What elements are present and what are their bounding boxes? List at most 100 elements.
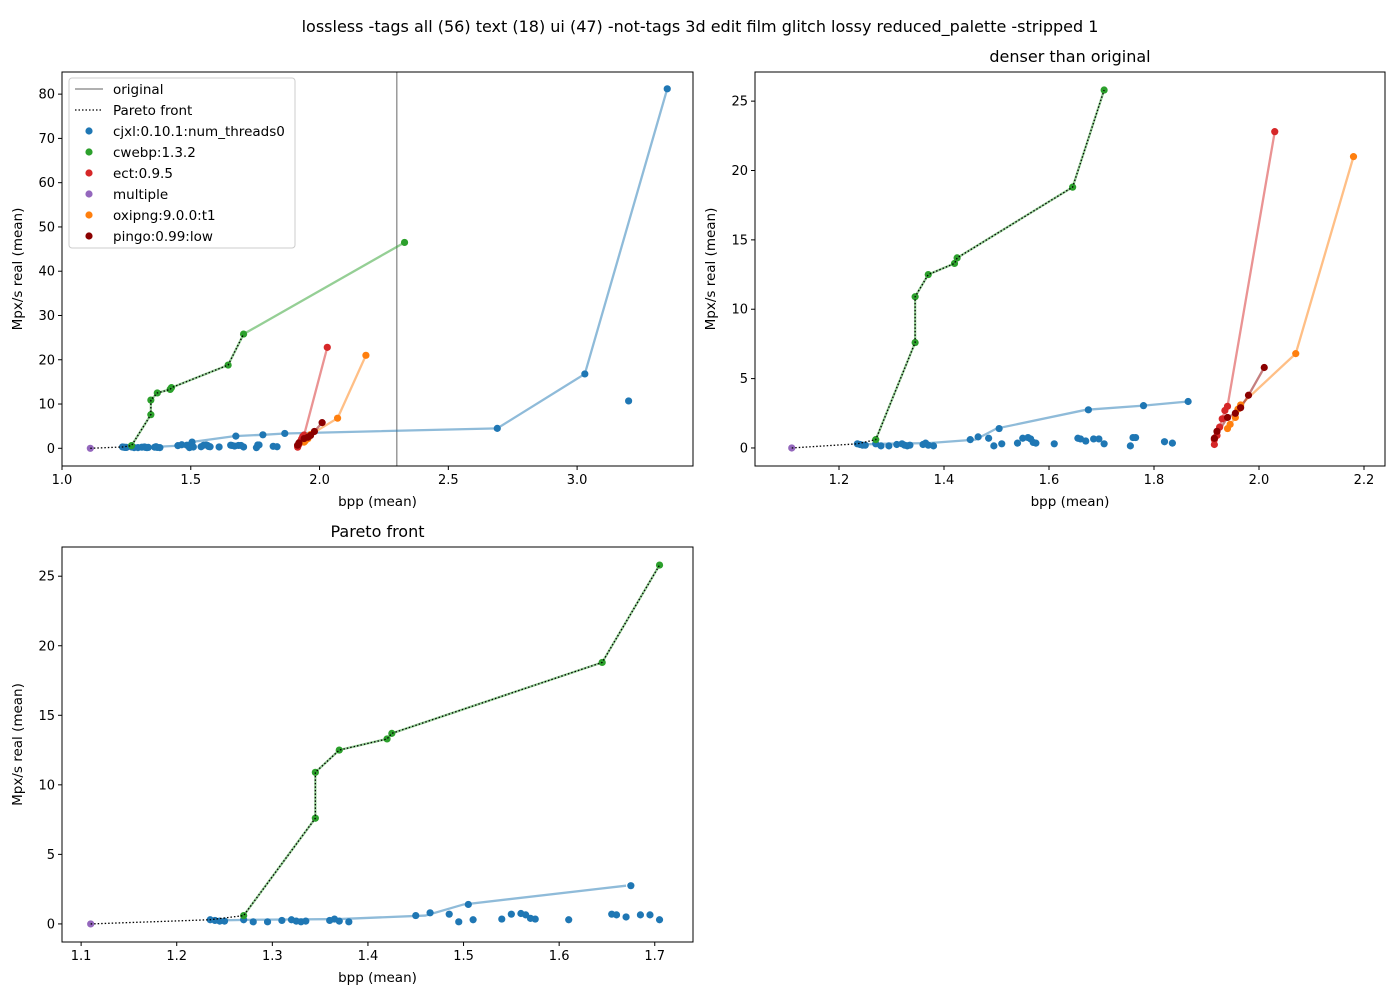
data-point-cjxl xyxy=(1139,402,1148,410)
data-point-cwebp xyxy=(655,561,664,569)
data-point-cjxl xyxy=(507,910,515,918)
data-point-cjxl xyxy=(273,443,281,451)
data-point-pingo xyxy=(310,427,318,436)
legend-box xyxy=(68,77,296,249)
axes-frame xyxy=(754,71,1386,467)
data-point-cjxl xyxy=(335,917,343,925)
axes-1: 1.0 1.5 2.0 2.5 3.0 0 10 20 30 40 50 60 70 80 bpp (mea… xyxy=(10,71,694,510)
data-point-cjxl xyxy=(885,442,893,450)
data-point-cwebp xyxy=(388,729,396,737)
plot-area xyxy=(87,561,664,928)
legend-marker xyxy=(85,169,93,177)
data-point-cjxl xyxy=(412,911,420,920)
data-point-ect xyxy=(1223,402,1232,410)
data-point-ect xyxy=(1271,128,1279,136)
data-point-cwebp xyxy=(311,768,319,776)
data-point-cjxl xyxy=(156,444,164,452)
plot-area xyxy=(788,86,1358,452)
data-point-cjxl xyxy=(189,443,197,451)
data-point-cwebp xyxy=(924,270,932,279)
x-tick-label: 1.1 xyxy=(71,949,92,964)
pareto-front-line xyxy=(791,89,1105,449)
data-point-cjxl xyxy=(612,911,621,919)
x-axis-label: bpp (mean) xyxy=(338,970,417,986)
data-point-cjxl xyxy=(469,916,477,924)
y-tick-label: 20 xyxy=(38,639,55,654)
data-point-cjxl xyxy=(232,432,240,440)
data-point-cjxl xyxy=(1090,435,1098,443)
data-point-pingo xyxy=(1213,427,1221,435)
data-point-cjxl xyxy=(924,441,932,449)
y-tick-label: 25 xyxy=(731,95,748,110)
y-tick-label: 70 xyxy=(38,132,55,147)
data-point-cjxl xyxy=(1050,440,1058,448)
data-point-cwebp xyxy=(240,911,248,920)
pareto-front-line xyxy=(90,564,661,925)
data-point-cjxl xyxy=(426,909,434,917)
data-point-cwebp xyxy=(383,735,391,743)
x-axis-label: bpp (mean) xyxy=(338,494,417,510)
data-point-cjxl xyxy=(498,915,506,923)
data-point-cjxl xyxy=(455,918,463,926)
data-point-cjxl xyxy=(974,433,982,441)
y-tick-label: 40 xyxy=(38,265,55,280)
data-point-pingo xyxy=(1260,363,1268,372)
legend-label: pingo:0.99:low xyxy=(113,229,213,245)
data-point-cjxl xyxy=(263,918,272,926)
y-tick-label: 0 xyxy=(47,917,55,932)
data-point-cjxl xyxy=(1160,438,1169,446)
data-point-cjxl xyxy=(278,916,286,925)
legend-label: multiple xyxy=(113,187,168,203)
data-point-cjxl xyxy=(998,440,1006,448)
data-point-cjxl xyxy=(625,397,633,405)
series-line-cjxl xyxy=(214,884,627,922)
data-point-cjxl xyxy=(144,443,152,452)
axes-3: 1.1 1.2 1.3 1.4 1.5 1.6 1.7 0 5 10 15 20 25 bpp (mean… xyxy=(10,522,694,986)
y-tick-label: 10 xyxy=(38,778,55,793)
data-point-cjxl xyxy=(655,916,664,924)
data-point-pingo xyxy=(1231,409,1239,417)
series-line-ect xyxy=(1213,131,1276,445)
data-point-cjxl xyxy=(581,370,589,378)
plot-area xyxy=(86,72,671,466)
data-point-cjxl xyxy=(178,441,186,449)
data-point-cjxl xyxy=(255,441,263,449)
data-point-cjxl xyxy=(281,429,289,438)
x-tick-label: 1.6 xyxy=(1039,473,1060,488)
y-tick-label: 5 xyxy=(47,848,55,863)
data-point-multiple xyxy=(87,920,95,928)
series-line-cwebp xyxy=(874,89,1106,441)
x-tick-label: 1.4 xyxy=(358,949,379,964)
y-tick-label: 5 xyxy=(740,372,748,387)
data-point-pingo xyxy=(1244,391,1253,399)
data-point-cjxl xyxy=(995,424,1003,433)
data-point-cjxl xyxy=(239,443,248,451)
data-point-cjxl xyxy=(1168,439,1176,447)
x-tick-label: 1.6 xyxy=(549,949,570,964)
y-tick-label: 50 xyxy=(38,220,55,235)
data-point-cjxl xyxy=(1100,440,1108,448)
data-point-cjxl xyxy=(929,442,938,450)
data-point-ect xyxy=(323,343,331,351)
x-tick-label: 2.5 xyxy=(438,473,459,488)
data-point-pingo xyxy=(1210,434,1218,442)
data-point-cjxl xyxy=(663,85,671,93)
y-axis-label: Mpx/s real (mean) xyxy=(10,208,26,331)
data-point-oxipng xyxy=(1349,153,1358,161)
data-point-pingo xyxy=(1237,404,1245,412)
axes-2: 1.2 1.4 1.6 1.8 2.0 2.2 0 5 10 15 20 25 bpp (mean) Mp… xyxy=(703,47,1386,510)
data-point-cjxl xyxy=(627,882,635,890)
x-tick-label: 2.2 xyxy=(1354,473,1375,488)
axes-frame xyxy=(61,71,694,467)
pareto-front-line xyxy=(90,333,245,449)
data-point-cjxl xyxy=(1132,433,1140,442)
legend: original Pareto front cjxl:0.10.1:num_thre… xyxy=(68,77,296,249)
figure-title: lossless -tags all (56) text (18) ui (47… xyxy=(301,17,1099,36)
y-tick-label: 15 xyxy=(731,233,748,248)
legend-marker xyxy=(85,232,93,240)
legend-label: cwebp:1.3.2 xyxy=(113,145,196,161)
x-tick-label: 1.5 xyxy=(453,949,474,964)
data-point-cjxl xyxy=(206,443,214,451)
x-tick-label: 1.2 xyxy=(166,949,187,964)
